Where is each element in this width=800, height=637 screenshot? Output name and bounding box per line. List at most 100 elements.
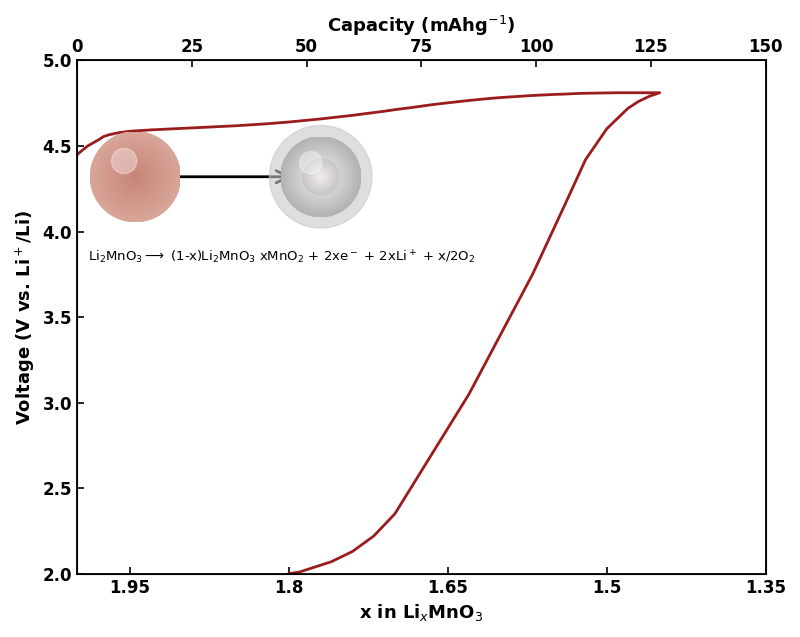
Circle shape xyxy=(313,169,329,185)
Circle shape xyxy=(288,144,354,210)
Circle shape xyxy=(96,138,174,216)
Circle shape xyxy=(105,147,166,207)
Circle shape xyxy=(318,175,322,179)
Circle shape xyxy=(294,150,348,204)
Circle shape xyxy=(102,144,168,210)
Circle shape xyxy=(110,152,160,201)
Circle shape xyxy=(308,164,334,190)
Circle shape xyxy=(306,162,335,191)
Circle shape xyxy=(302,159,338,195)
Circle shape xyxy=(314,169,328,183)
Circle shape xyxy=(107,148,163,205)
Circle shape xyxy=(290,146,352,208)
Circle shape xyxy=(306,162,334,190)
Circle shape xyxy=(310,166,331,187)
Circle shape xyxy=(302,159,338,195)
Circle shape xyxy=(317,173,324,180)
Circle shape xyxy=(126,167,146,187)
X-axis label: Capacity (mAhg$^{-1}$): Capacity (mAhg$^{-1}$) xyxy=(327,14,515,38)
Circle shape xyxy=(308,164,334,189)
Text: Li$_2$MnO$_3$$\longrightarrow$ (1-x)Li$_2$MnO$_3$ xMnO$_2$ + 2xe$^-$ + 2xLi$^+$ : Li$_2$MnO$_3$$\longrightarrow$ (1-x)Li$_… xyxy=(88,248,475,266)
Circle shape xyxy=(97,138,174,215)
Circle shape xyxy=(116,157,154,196)
Circle shape xyxy=(123,164,148,189)
Circle shape xyxy=(98,140,173,214)
Circle shape xyxy=(121,162,150,191)
Circle shape xyxy=(313,169,329,185)
Circle shape xyxy=(302,158,340,196)
Circle shape xyxy=(311,167,330,187)
Circle shape xyxy=(306,162,336,192)
Circle shape xyxy=(94,135,177,218)
Circle shape xyxy=(316,172,326,182)
Circle shape xyxy=(306,161,336,192)
Circle shape xyxy=(299,152,322,174)
Circle shape xyxy=(118,159,154,195)
Circle shape xyxy=(301,157,341,197)
Circle shape xyxy=(104,145,167,208)
Circle shape xyxy=(108,150,162,204)
Circle shape xyxy=(309,165,333,189)
Circle shape xyxy=(281,137,361,217)
Circle shape xyxy=(118,160,152,194)
Circle shape xyxy=(95,136,176,217)
Circle shape xyxy=(285,141,357,213)
Circle shape xyxy=(304,160,338,194)
Circle shape xyxy=(93,134,178,220)
Circle shape xyxy=(122,163,149,190)
Circle shape xyxy=(91,133,179,220)
Circle shape xyxy=(310,167,330,187)
Circle shape xyxy=(101,142,170,211)
Circle shape xyxy=(297,153,345,201)
Circle shape xyxy=(316,172,326,182)
Circle shape xyxy=(294,151,346,203)
Circle shape xyxy=(304,160,338,194)
Circle shape xyxy=(129,170,142,183)
Circle shape xyxy=(293,149,349,204)
Y-axis label: Voltage (V vs. Li$^+$/Li): Voltage (V vs. Li$^+$/Li) xyxy=(14,210,37,425)
Circle shape xyxy=(300,156,342,197)
Circle shape xyxy=(130,171,141,182)
Circle shape xyxy=(102,143,169,210)
Circle shape xyxy=(110,151,162,203)
Circle shape xyxy=(289,145,353,209)
Circle shape xyxy=(298,155,342,199)
Circle shape xyxy=(298,154,344,200)
Circle shape xyxy=(113,154,158,199)
Circle shape xyxy=(270,125,372,228)
Circle shape xyxy=(115,157,156,197)
Circle shape xyxy=(317,173,325,181)
Circle shape xyxy=(290,147,350,207)
Circle shape xyxy=(309,165,333,189)
Circle shape xyxy=(305,161,337,193)
Circle shape xyxy=(296,152,346,202)
Circle shape xyxy=(120,161,151,192)
Circle shape xyxy=(307,163,334,190)
Circle shape xyxy=(282,138,360,216)
Circle shape xyxy=(284,140,358,214)
Circle shape xyxy=(124,166,146,188)
Circle shape xyxy=(314,169,328,184)
Circle shape xyxy=(112,153,159,201)
Circle shape xyxy=(126,168,144,186)
Circle shape xyxy=(132,173,138,180)
Circle shape xyxy=(312,168,330,186)
Circle shape xyxy=(114,155,157,198)
Circle shape xyxy=(315,171,326,182)
Circle shape xyxy=(99,141,171,213)
Circle shape xyxy=(314,171,326,183)
Circle shape xyxy=(90,132,180,222)
Circle shape xyxy=(134,176,137,178)
Circle shape xyxy=(111,148,137,174)
Circle shape xyxy=(282,139,358,215)
Circle shape xyxy=(312,168,330,186)
Circle shape xyxy=(318,174,323,180)
Circle shape xyxy=(286,143,354,211)
Circle shape xyxy=(292,148,350,206)
Circle shape xyxy=(131,172,140,182)
Circle shape xyxy=(319,175,322,178)
Circle shape xyxy=(320,176,322,178)
Circle shape xyxy=(318,174,324,180)
Circle shape xyxy=(314,171,327,183)
Circle shape xyxy=(320,176,322,178)
